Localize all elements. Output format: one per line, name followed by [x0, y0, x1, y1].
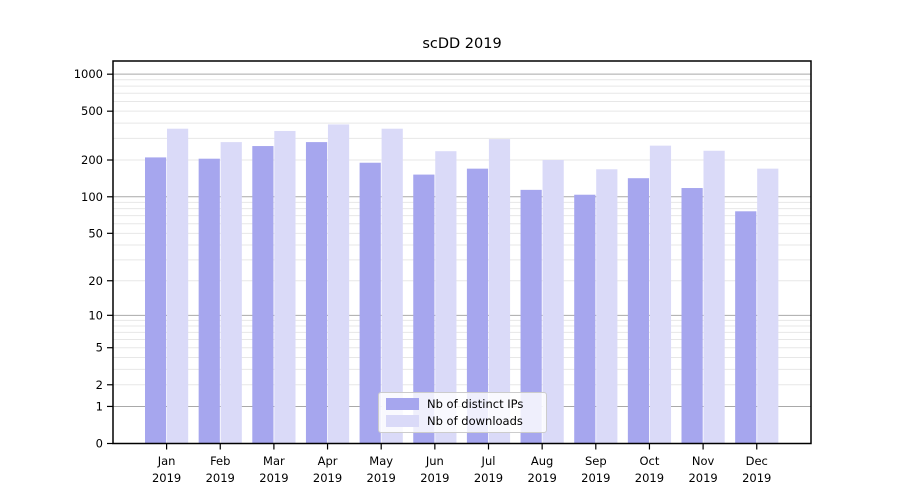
y-tick-label: 2	[96, 378, 103, 392]
y-tick-label: 1	[96, 399, 103, 413]
bar-downloads-mar	[274, 130, 296, 444]
y-tick-label: 5	[96, 341, 103, 355]
y-tick-label: 50	[88, 226, 103, 240]
x-tick-label: Feb 2019	[206, 454, 235, 485]
bar-ips-dec	[735, 211, 757, 444]
bar-downloads-may	[381, 128, 403, 444]
axes-frame	[112, 60, 812, 445]
x-tick-label: Oct 2019	[635, 454, 664, 485]
x-tick-label: Jul 2019	[474, 454, 503, 485]
bar-ips-may	[359, 162, 381, 444]
legend-label-downloads: Nb of downloads	[427, 413, 523, 428]
x-tick-label: Mar 2019	[259, 454, 288, 485]
bar-downloads-jun	[435, 151, 457, 444]
bar-downloads-dec	[757, 168, 779, 444]
x-tick-label: Apr 2019	[313, 454, 342, 485]
bar-downloads-nov	[703, 150, 725, 444]
bar-ips-aug	[520, 189, 542, 444]
bar-downloads-jul	[488, 139, 511, 444]
bar-downloads-aug	[542, 160, 564, 444]
legend-item-downloads: Nb of downloads	[386, 414, 539, 428]
legend-swatch-downloads	[386, 414, 419, 427]
legend-item-distinct-ips: Nb of distinct IPs	[386, 397, 539, 411]
x-tick-label: May 2019	[367, 454, 396, 485]
bar-downloads-apr	[327, 124, 350, 444]
bar-ips-mar	[252, 146, 274, 444]
bar-downloads-sep	[596, 169, 618, 444]
bar-ips-sep	[574, 194, 596, 444]
chart-title: scDD 2019	[422, 36, 502, 52]
bar-downloads-jan	[167, 128, 189, 444]
y-tick-label: 100	[81, 190, 103, 204]
bar-ips-oct	[627, 178, 650, 444]
x-tick-label: Jan 2019	[152, 454, 181, 485]
x-tick-label: Nov 2019	[688, 454, 717, 485]
bar-downloads-feb	[220, 142, 242, 444]
bar-ips-feb	[198, 158, 220, 444]
legend-swatch-distinct-ips	[386, 398, 419, 411]
y-tick-label: 200	[81, 153, 103, 167]
bar-ips-jan	[145, 157, 167, 444]
x-tick-label: Sep 2019	[581, 454, 610, 485]
y-tick-label: 10	[88, 308, 103, 322]
y-tick-label: 1000	[74, 67, 103, 81]
x-tick-label: Jun 2019	[420, 454, 449, 485]
y-tick-label: 20	[88, 274, 103, 288]
bar-ips-nov	[681, 188, 703, 444]
legend: Nb of distinct IPs Nb of downloads	[378, 392, 547, 433]
bar-ips-jul	[466, 168, 489, 444]
x-tick-label: Aug 2019	[528, 454, 557, 485]
bar-ips-apr	[305, 142, 328, 444]
y-tick-label: 500	[81, 104, 103, 118]
x-tick-label: Dec 2019	[742, 454, 771, 485]
bar-downloads-oct	[649, 145, 672, 444]
bar-ips-jun	[413, 174, 435, 444]
y-tick-label: 0	[96, 437, 103, 451]
legend-label-distinct-ips: Nb of distinct IPs	[427, 397, 524, 412]
